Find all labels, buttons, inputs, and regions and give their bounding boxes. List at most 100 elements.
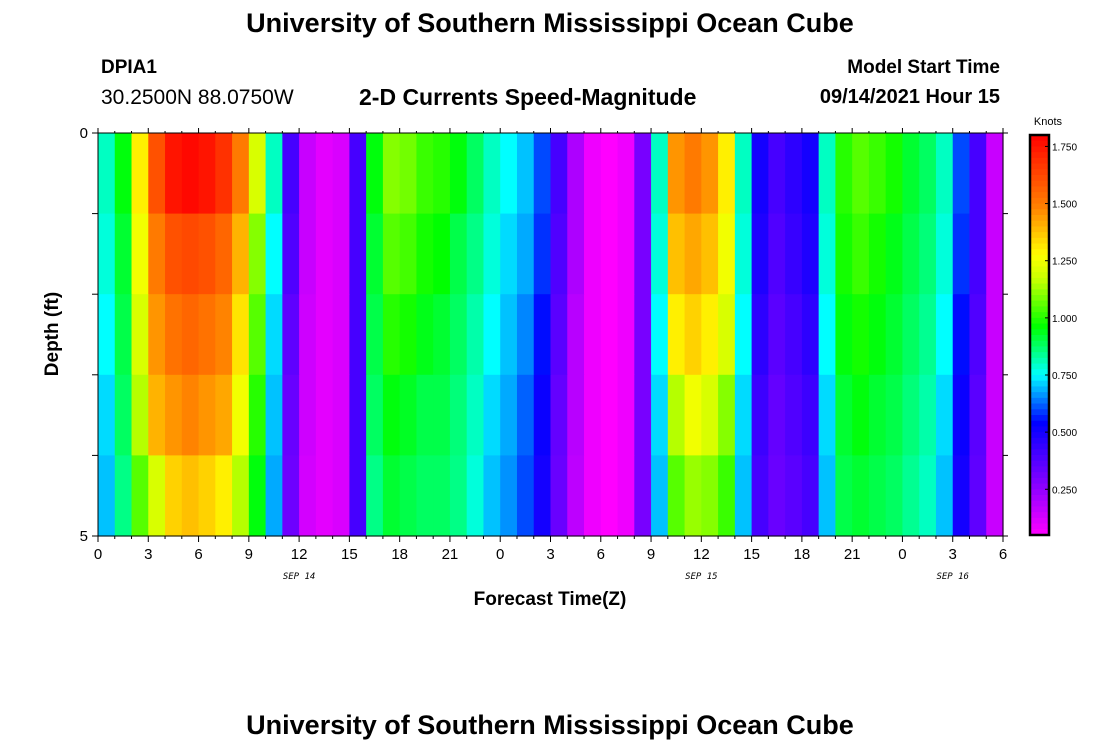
heatmap-cell — [315, 133, 334, 215]
x-tick-label: 9 — [647, 546, 655, 563]
heatmap-cell — [248, 213, 267, 295]
heatmap-cell — [634, 133, 652, 215]
heatmap-cell — [986, 133, 1004, 215]
heatmap-cell — [198, 294, 216, 376]
heatmap-cell — [785, 213, 803, 295]
heatmap-cell — [969, 455, 987, 537]
model-start-time: 09/14/2021 Hour 15 — [819, 86, 1000, 108]
heatmap-cell — [98, 133, 116, 215]
heatmap-cell — [667, 294, 686, 376]
heatmap-cell — [165, 213, 183, 295]
heatmap-cell — [516, 133, 535, 215]
colorbar-band — [1030, 157, 1049, 165]
colorbar-band — [1030, 249, 1049, 256]
colorbar-band — [1030, 386, 1049, 393]
heatmap-cell — [299, 374, 317, 456]
heatmap-cell — [969, 213, 987, 295]
colorbar-band — [1030, 283, 1049, 290]
heatmap-cell — [868, 374, 887, 456]
colorbar-band — [1030, 306, 1049, 313]
heatmap-cell — [684, 455, 702, 537]
colorbar-band — [1030, 472, 1049, 479]
heatmap-cell — [466, 374, 485, 456]
x-tick-label: 9 — [245, 546, 253, 563]
heatmap-cell — [651, 294, 669, 376]
heatmap-cell — [148, 374, 166, 456]
heatmap-cell — [449, 213, 468, 295]
heatmap-cell — [349, 374, 367, 456]
heatmap-cell — [718, 133, 736, 215]
heatmap-cell — [651, 213, 669, 295]
heatmap-cell — [617, 213, 635, 295]
date-label: SEP 14 — [283, 572, 316, 582]
heatmap-cell — [952, 133, 971, 215]
heatmap-cell — [349, 133, 367, 215]
heatmap-cell — [483, 294, 501, 376]
x-tick-label: 6 — [597, 546, 605, 563]
heatmap-cell — [801, 455, 820, 537]
heatmap-cell — [885, 213, 904, 295]
colorbar-band — [1030, 409, 1049, 416]
heatmap-cell — [500, 133, 518, 215]
heatmap-cell — [550, 374, 568, 456]
colorbar-band — [1030, 163, 1049, 170]
heatmap-cell — [416, 374, 434, 456]
heatmap-cell — [835, 133, 853, 215]
heatmap-cell — [919, 374, 937, 456]
heatmap-cell — [801, 133, 820, 215]
heatmap-cell — [986, 374, 1004, 456]
heatmap-cell — [768, 213, 786, 295]
heatmap-cell — [734, 455, 753, 537]
heatmap-cell — [148, 133, 166, 215]
heatmap-cell — [667, 374, 686, 456]
station-coordinates: 30.2500N 88.0750W — [101, 86, 294, 109]
heatmap-cell — [533, 133, 552, 215]
heatmap-cell — [382, 374, 401, 456]
chart-subtitle: 2-D Currents Speed-Magnitude — [359, 84, 697, 110]
colorbar-band — [1030, 272, 1049, 279]
heatmap-cell — [684, 133, 702, 215]
heatmap-cell — [684, 374, 702, 456]
heatmap-cell — [483, 213, 501, 295]
colorbar-band — [1030, 192, 1049, 199]
heatmap-cell — [718, 374, 736, 456]
heatmap-cell — [902, 294, 920, 376]
heatmap-cell — [600, 455, 619, 537]
colorbar-band — [1030, 295, 1049, 302]
heatmap-cell — [667, 455, 686, 537]
heatmap-cell — [768, 294, 786, 376]
heatmap-cell — [433, 133, 451, 215]
heatmap-cell — [516, 455, 535, 537]
heatmap-cell — [584, 213, 602, 295]
heatmap-cell — [232, 133, 250, 215]
heatmap-cell — [349, 455, 367, 537]
heatmap-cell — [198, 213, 216, 295]
heatmap-cell — [399, 455, 418, 537]
heatmap-cell — [902, 374, 920, 456]
heatmap-cell — [734, 133, 753, 215]
colorbar-band — [1030, 363, 1049, 370]
heatmap-cell — [248, 455, 267, 537]
x-axis: 0 3 6 9 12 15 18 21 0 3 6 9 12 15 18 21 0 3 6 SEP 14 SEP 15 S… — [94, 128, 1007, 582]
heatmap-cell — [868, 133, 887, 215]
heatmap-cells — [98, 133, 1004, 537]
colorbar-band — [1030, 243, 1049, 250]
x-axis-label: Forecast Time(Z) — [474, 589, 627, 610]
heatmap-cell — [416, 294, 434, 376]
y-tick-label: 0 — [80, 125, 88, 142]
heatmap-cell — [801, 374, 820, 456]
heatmap-cell — [181, 455, 200, 537]
heatmap-cell — [114, 455, 133, 537]
heatmap-cell — [902, 455, 920, 537]
heatmap-cell — [684, 294, 702, 376]
heatmap-cell — [567, 455, 585, 537]
y-tick-label: 5 — [80, 528, 88, 545]
heatmap-cell — [148, 455, 166, 537]
heatmap-cell — [382, 455, 401, 537]
heatmap-cell — [584, 374, 602, 456]
heatmap-cell — [349, 213, 367, 295]
x-tick-label: 18 — [391, 546, 408, 563]
heatmap-cell — [165, 133, 183, 215]
heatmap-cell — [902, 133, 920, 215]
